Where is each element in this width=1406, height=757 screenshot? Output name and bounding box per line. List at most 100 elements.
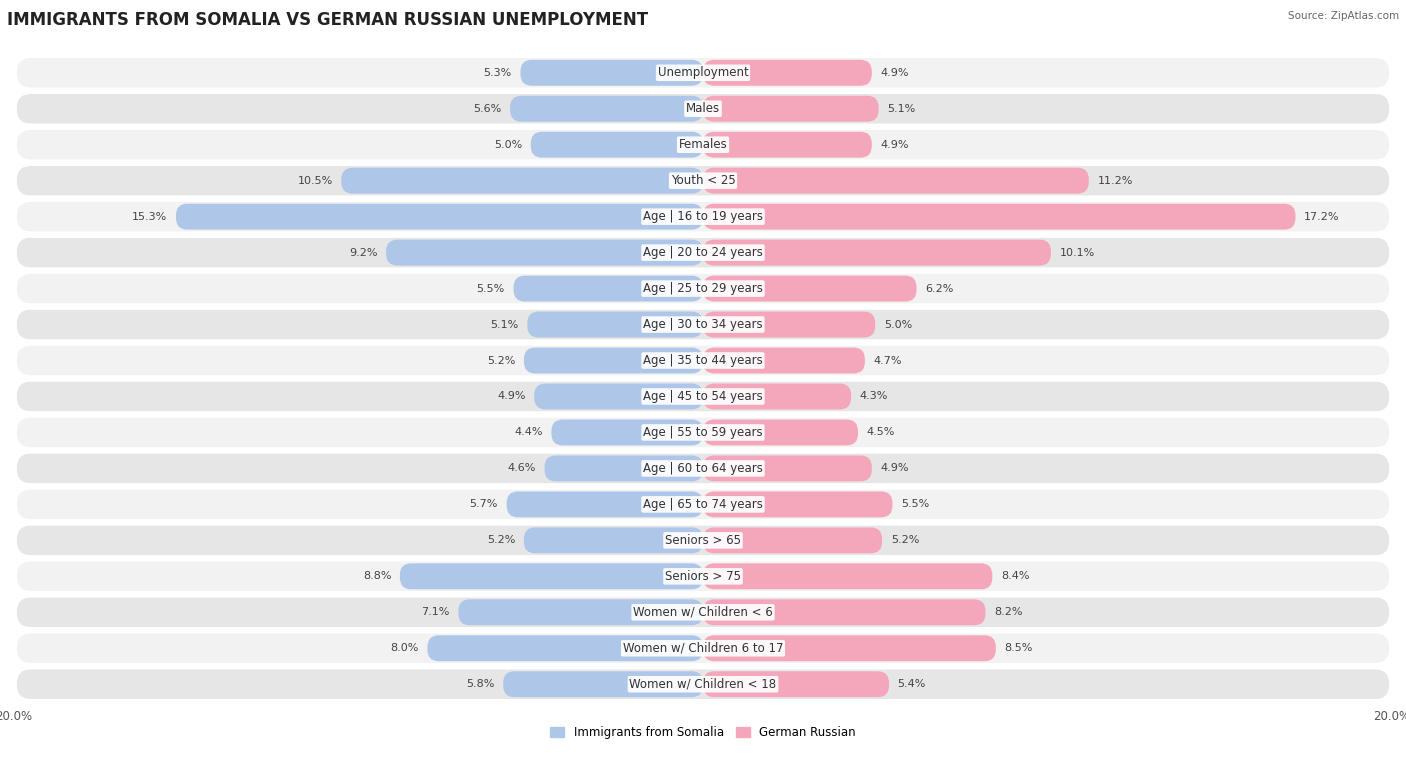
FancyBboxPatch shape	[524, 347, 703, 373]
Text: 11.2%: 11.2%	[1098, 176, 1133, 185]
FancyBboxPatch shape	[703, 276, 917, 301]
FancyBboxPatch shape	[524, 528, 703, 553]
FancyBboxPatch shape	[427, 635, 703, 661]
Text: 5.2%: 5.2%	[486, 535, 515, 545]
FancyBboxPatch shape	[703, 96, 879, 122]
FancyBboxPatch shape	[527, 312, 703, 338]
Text: 6.2%: 6.2%	[925, 284, 953, 294]
FancyBboxPatch shape	[703, 635, 995, 661]
Text: 8.0%: 8.0%	[391, 643, 419, 653]
Text: Age | 45 to 54 years: Age | 45 to 54 years	[643, 390, 763, 403]
FancyBboxPatch shape	[17, 202, 1389, 232]
Text: 5.7%: 5.7%	[470, 500, 498, 509]
FancyBboxPatch shape	[520, 60, 703, 86]
Text: 10.1%: 10.1%	[1060, 248, 1095, 257]
FancyBboxPatch shape	[399, 563, 703, 589]
Text: 5.0%: 5.0%	[884, 319, 912, 329]
FancyBboxPatch shape	[703, 168, 1088, 194]
Text: 5.1%: 5.1%	[887, 104, 915, 114]
FancyBboxPatch shape	[703, 456, 872, 481]
FancyBboxPatch shape	[17, 94, 1389, 123]
Text: 4.3%: 4.3%	[859, 391, 889, 401]
Text: 4.9%: 4.9%	[880, 68, 908, 78]
Text: Women w/ Children 6 to 17: Women w/ Children 6 to 17	[623, 642, 783, 655]
FancyBboxPatch shape	[17, 453, 1389, 483]
Text: 4.9%: 4.9%	[880, 463, 908, 473]
Text: Source: ZipAtlas.com: Source: ZipAtlas.com	[1288, 11, 1399, 21]
FancyBboxPatch shape	[458, 600, 703, 625]
Text: 4.5%: 4.5%	[866, 428, 896, 438]
Text: 9.2%: 9.2%	[349, 248, 377, 257]
Text: Age | 25 to 29 years: Age | 25 to 29 years	[643, 282, 763, 295]
Text: Age | 35 to 44 years: Age | 35 to 44 years	[643, 354, 763, 367]
FancyBboxPatch shape	[534, 384, 703, 410]
Text: 5.5%: 5.5%	[477, 284, 505, 294]
FancyBboxPatch shape	[387, 240, 703, 266]
Text: Women w/ Children < 18: Women w/ Children < 18	[630, 678, 776, 690]
FancyBboxPatch shape	[17, 490, 1389, 519]
Text: 5.5%: 5.5%	[901, 500, 929, 509]
Text: IMMIGRANTS FROM SOMALIA VS GERMAN RUSSIAN UNEMPLOYMENT: IMMIGRANTS FROM SOMALIA VS GERMAN RUSSIA…	[7, 11, 648, 30]
FancyBboxPatch shape	[703, 312, 875, 338]
Text: Females: Females	[679, 139, 727, 151]
FancyBboxPatch shape	[17, 238, 1389, 267]
Text: 7.1%: 7.1%	[422, 607, 450, 617]
Text: Age | 30 to 34 years: Age | 30 to 34 years	[643, 318, 763, 331]
FancyBboxPatch shape	[510, 96, 703, 122]
Text: 4.4%: 4.4%	[515, 428, 543, 438]
Text: Males: Males	[686, 102, 720, 115]
Text: 17.2%: 17.2%	[1305, 212, 1340, 222]
Text: Age | 20 to 24 years: Age | 20 to 24 years	[643, 246, 763, 259]
Text: Age | 16 to 19 years: Age | 16 to 19 years	[643, 210, 763, 223]
FancyBboxPatch shape	[544, 456, 703, 481]
FancyBboxPatch shape	[17, 669, 1389, 699]
FancyBboxPatch shape	[703, 491, 893, 517]
Text: 4.7%: 4.7%	[873, 356, 903, 366]
Text: Age | 55 to 59 years: Age | 55 to 59 years	[643, 426, 763, 439]
FancyBboxPatch shape	[703, 240, 1050, 266]
Text: 8.2%: 8.2%	[994, 607, 1022, 617]
FancyBboxPatch shape	[17, 274, 1389, 304]
Text: 5.3%: 5.3%	[484, 68, 512, 78]
Text: 5.2%: 5.2%	[486, 356, 515, 366]
FancyBboxPatch shape	[703, 204, 1295, 229]
FancyBboxPatch shape	[503, 671, 703, 697]
Text: 5.2%: 5.2%	[891, 535, 920, 545]
Text: 10.5%: 10.5%	[298, 176, 333, 185]
FancyBboxPatch shape	[703, 671, 889, 697]
Text: 5.4%: 5.4%	[897, 679, 927, 689]
Text: 8.5%: 8.5%	[1004, 643, 1033, 653]
FancyBboxPatch shape	[17, 382, 1389, 411]
Text: 4.6%: 4.6%	[508, 463, 536, 473]
FancyBboxPatch shape	[551, 419, 703, 445]
FancyBboxPatch shape	[506, 491, 703, 517]
FancyBboxPatch shape	[703, 384, 851, 410]
Text: Unemployment: Unemployment	[658, 67, 748, 79]
Text: Seniors > 75: Seniors > 75	[665, 570, 741, 583]
Text: 8.8%: 8.8%	[363, 572, 391, 581]
Text: Age | 65 to 74 years: Age | 65 to 74 years	[643, 498, 763, 511]
Text: 5.1%: 5.1%	[491, 319, 519, 329]
Legend: Immigrants from Somalia, German Russian: Immigrants from Somalia, German Russian	[546, 721, 860, 743]
Text: 5.6%: 5.6%	[474, 104, 502, 114]
FancyBboxPatch shape	[17, 166, 1389, 195]
FancyBboxPatch shape	[703, 563, 993, 589]
Text: 5.8%: 5.8%	[467, 679, 495, 689]
FancyBboxPatch shape	[17, 525, 1389, 555]
FancyBboxPatch shape	[17, 634, 1389, 663]
FancyBboxPatch shape	[17, 418, 1389, 447]
FancyBboxPatch shape	[703, 419, 858, 445]
FancyBboxPatch shape	[17, 562, 1389, 591]
Text: 4.9%: 4.9%	[498, 391, 526, 401]
FancyBboxPatch shape	[703, 132, 872, 157]
Text: Seniors > 65: Seniors > 65	[665, 534, 741, 547]
FancyBboxPatch shape	[703, 347, 865, 373]
Text: 5.0%: 5.0%	[494, 140, 522, 150]
FancyBboxPatch shape	[176, 204, 703, 229]
Text: Youth < 25: Youth < 25	[671, 174, 735, 187]
FancyBboxPatch shape	[17, 597, 1389, 627]
Text: Women w/ Children < 6: Women w/ Children < 6	[633, 606, 773, 618]
FancyBboxPatch shape	[703, 528, 882, 553]
Text: 15.3%: 15.3%	[132, 212, 167, 222]
FancyBboxPatch shape	[17, 130, 1389, 160]
